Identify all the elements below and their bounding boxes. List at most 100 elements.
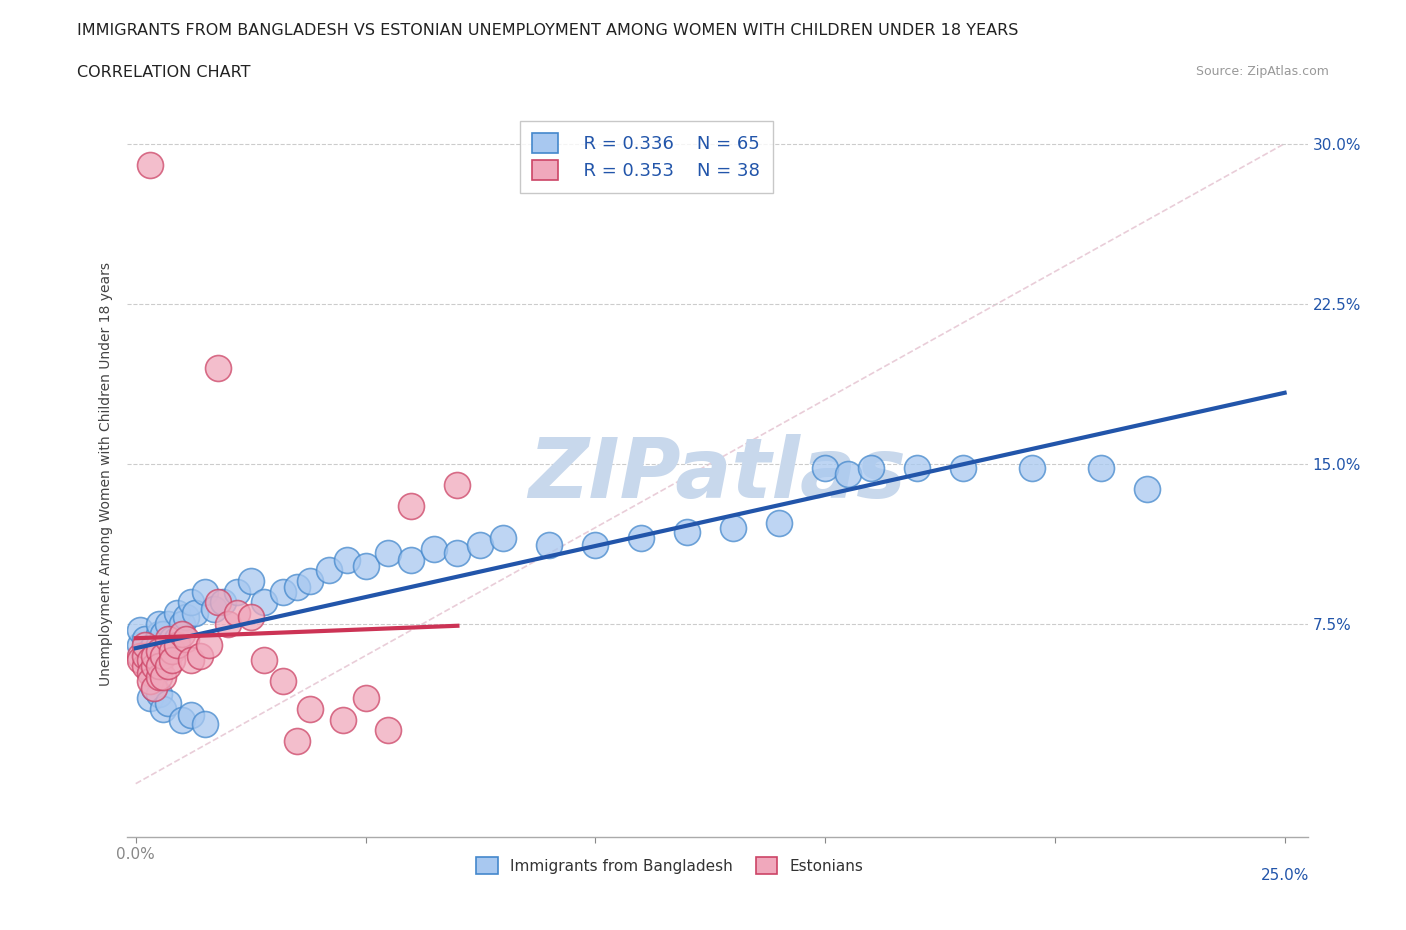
Point — [174, 631, 197, 646]
Point — [129, 648, 152, 663]
Point — [271, 584, 294, 599]
Point — [129, 653, 152, 668]
Point — [170, 617, 193, 631]
Point — [138, 653, 160, 668]
Point — [253, 595, 276, 610]
Point — [202, 602, 225, 617]
Point — [148, 638, 170, 653]
Point — [148, 627, 170, 642]
Point — [952, 460, 974, 475]
Point — [152, 701, 174, 716]
Point — [148, 686, 170, 701]
Point — [174, 610, 197, 625]
Point — [859, 460, 882, 475]
Point — [401, 498, 423, 513]
Point — [318, 563, 340, 578]
Point — [134, 638, 156, 653]
Point — [285, 734, 308, 749]
Point — [138, 658, 160, 673]
Point — [170, 712, 193, 727]
Point — [138, 644, 160, 658]
Point — [336, 552, 359, 567]
Point — [583, 538, 606, 552]
Point — [148, 617, 170, 631]
Point — [299, 701, 322, 716]
Point — [134, 631, 156, 646]
Point — [134, 648, 156, 663]
Point — [271, 674, 294, 689]
Point — [156, 617, 179, 631]
Point — [156, 631, 179, 646]
Point — [138, 665, 160, 680]
Point — [377, 723, 399, 737]
Point — [162, 631, 184, 646]
Point — [354, 559, 377, 574]
Point — [138, 691, 160, 706]
Point — [188, 648, 211, 663]
Point — [170, 627, 193, 642]
Point — [166, 638, 188, 653]
Point — [198, 638, 221, 653]
Point — [446, 546, 468, 561]
Point — [152, 648, 174, 663]
Point — [138, 653, 160, 668]
Point — [180, 595, 202, 610]
Point — [768, 516, 790, 531]
Point — [253, 653, 276, 668]
Point — [814, 460, 837, 475]
Point — [162, 642, 184, 657]
Point — [239, 610, 262, 625]
Point — [217, 617, 239, 631]
Legend: Immigrants from Bangladesh, Estonians: Immigrants from Bangladesh, Estonians — [471, 851, 869, 880]
Point — [676, 525, 699, 539]
Y-axis label: Unemployment Among Women with Children Under 18 years: Unemployment Among Women with Children U… — [100, 262, 114, 686]
Point — [1090, 460, 1112, 475]
Point — [162, 644, 184, 658]
Point — [143, 670, 166, 684]
Point — [143, 658, 166, 673]
Point — [129, 622, 152, 637]
Point — [207, 360, 229, 375]
Point — [905, 460, 928, 475]
Point — [1136, 482, 1159, 497]
Point — [143, 638, 166, 653]
Point — [148, 658, 170, 673]
Point — [129, 638, 152, 653]
Point — [152, 648, 174, 663]
Point — [138, 157, 160, 172]
Point — [156, 695, 179, 710]
Point — [143, 648, 166, 663]
Point — [225, 584, 247, 599]
Point — [152, 627, 174, 642]
Text: IMMIGRANTS FROM BANGLADESH VS ESTONIAN UNEMPLOYMENT AMONG WOMEN WITH CHILDREN UN: IMMIGRANTS FROM BANGLADESH VS ESTONIAN U… — [77, 23, 1019, 38]
Point — [134, 648, 156, 663]
Point — [184, 605, 207, 620]
Point — [156, 642, 179, 657]
Point — [299, 574, 322, 589]
Point — [156, 658, 179, 673]
Text: Source: ZipAtlas.com: Source: ZipAtlas.com — [1195, 65, 1329, 78]
Point — [377, 546, 399, 561]
Point — [721, 520, 744, 535]
Point — [207, 595, 229, 610]
Point — [630, 531, 652, 546]
Point — [166, 631, 188, 646]
Point — [134, 658, 156, 673]
Point — [148, 644, 170, 658]
Point — [143, 648, 166, 663]
Point — [143, 680, 166, 695]
Point — [180, 653, 202, 668]
Point — [225, 605, 247, 620]
Text: CORRELATION CHART: CORRELATION CHART — [77, 65, 250, 80]
Point — [138, 674, 160, 689]
Text: 25.0%: 25.0% — [1260, 868, 1309, 883]
Point — [194, 716, 217, 731]
Point — [180, 708, 202, 723]
Point — [354, 691, 377, 706]
Point — [837, 467, 859, 482]
Point — [143, 680, 166, 695]
Point — [492, 531, 515, 546]
Point — [194, 584, 217, 599]
Text: ZIPatlas: ZIPatlas — [529, 433, 905, 515]
Point — [401, 552, 423, 567]
